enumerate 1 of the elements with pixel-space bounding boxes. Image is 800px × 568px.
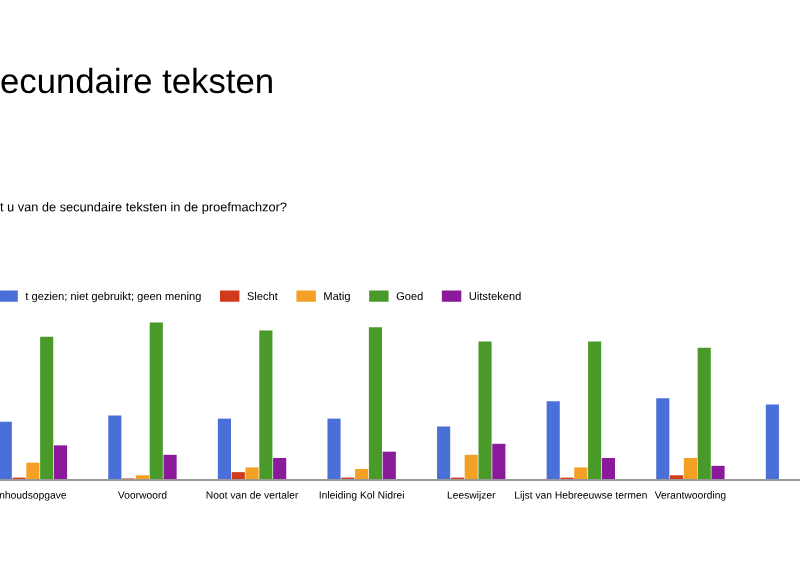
chart-title: ecundaire teksten [1,67,272,94]
